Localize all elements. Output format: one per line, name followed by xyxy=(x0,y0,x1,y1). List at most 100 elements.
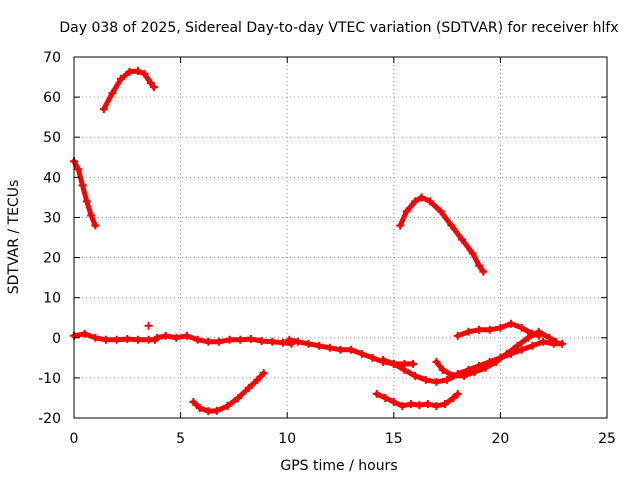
data-point xyxy=(193,335,202,344)
x-tick-label: 20 xyxy=(491,431,509,447)
data-point xyxy=(204,337,213,346)
data-point xyxy=(415,401,424,410)
data-point xyxy=(125,67,134,76)
data-point xyxy=(421,375,430,384)
series-arc-1 xyxy=(99,67,158,114)
grid xyxy=(74,57,607,418)
y-axis-label: SDTVAR / TECUs xyxy=(6,180,22,295)
series-arc-3 xyxy=(396,193,488,276)
data-point xyxy=(528,329,537,338)
data-point xyxy=(453,331,462,340)
data-point xyxy=(411,197,420,206)
data-point xyxy=(257,336,266,345)
data-point xyxy=(347,345,356,354)
data-point xyxy=(447,221,456,230)
series-line xyxy=(101,68,157,112)
data-point xyxy=(91,333,100,342)
data-point xyxy=(259,369,268,378)
data-point xyxy=(496,323,505,332)
data-point xyxy=(285,335,294,344)
data-point xyxy=(396,221,405,230)
data-point xyxy=(149,83,158,92)
data-point xyxy=(443,375,452,384)
series-arc-12 xyxy=(372,389,462,410)
data-point xyxy=(432,357,441,366)
data-point xyxy=(458,235,467,244)
data-point xyxy=(101,335,110,344)
data-point xyxy=(246,334,255,343)
x-ticks: 0 5 10 15 20 25 xyxy=(70,57,616,447)
data-point xyxy=(108,89,117,98)
data-point xyxy=(475,325,484,334)
data-point xyxy=(408,359,417,368)
data-point xyxy=(78,181,87,190)
data-point xyxy=(74,165,83,174)
data-point xyxy=(379,355,388,364)
data-point xyxy=(400,365,409,374)
series-arc-4 xyxy=(70,329,160,344)
y-tick-label: 70 xyxy=(43,50,61,66)
data-point xyxy=(336,345,345,354)
data-point xyxy=(479,267,488,276)
y-tick-label: 0 xyxy=(52,331,61,347)
data-point xyxy=(223,401,232,410)
data-point xyxy=(253,375,262,384)
data-point xyxy=(182,331,191,340)
data-point xyxy=(195,403,204,412)
y-tick-label: 30 xyxy=(43,210,61,226)
data-point xyxy=(212,406,221,415)
data-point xyxy=(87,211,96,220)
data-point xyxy=(80,329,89,338)
data-point xyxy=(534,331,543,340)
data-point xyxy=(558,339,567,348)
data-point xyxy=(389,359,398,368)
data-point xyxy=(225,335,234,344)
data-point xyxy=(236,335,245,344)
y-ticks: -20 -10 0 10 20 30 40 50 60 70 xyxy=(38,50,607,427)
data-point xyxy=(417,193,426,202)
data-point xyxy=(485,325,494,334)
data-point xyxy=(432,377,441,386)
data-point xyxy=(82,197,91,206)
data-point xyxy=(146,79,155,88)
data-point xyxy=(402,207,411,216)
data-point xyxy=(389,397,398,406)
data-point xyxy=(204,407,213,416)
data-point xyxy=(411,371,420,380)
data-point xyxy=(278,338,287,347)
y-tick-label: 40 xyxy=(43,170,61,186)
series-line xyxy=(455,321,542,339)
data-point xyxy=(99,105,108,114)
data-point xyxy=(398,401,407,410)
data-point xyxy=(545,333,554,342)
data-point xyxy=(517,323,526,332)
data-series xyxy=(70,67,567,416)
y-tick-label: -20 xyxy=(38,411,61,427)
data-point xyxy=(453,389,462,398)
data-point xyxy=(112,335,121,344)
data-point xyxy=(539,337,548,346)
data-point xyxy=(440,399,449,408)
data-point xyxy=(172,333,181,342)
data-point xyxy=(315,341,324,350)
series-arc-6 xyxy=(153,331,296,348)
series-arc-5 xyxy=(144,321,153,330)
data-point xyxy=(468,249,477,258)
x-tick-label: 0 xyxy=(70,431,79,447)
data-point xyxy=(492,357,501,366)
chart-title: Day 038 of 2025, Sidereal Day-to-day VTE… xyxy=(59,20,618,36)
data-point xyxy=(423,399,432,408)
data-point xyxy=(432,401,441,410)
data-point xyxy=(368,353,377,362)
data-point xyxy=(234,393,243,402)
y-tick-label: 20 xyxy=(43,251,61,267)
data-point xyxy=(502,349,511,358)
x-axis-label: GPS time / hours xyxy=(280,458,397,474)
data-point xyxy=(116,75,125,84)
data-point xyxy=(189,397,198,406)
series-line xyxy=(397,194,486,275)
data-point xyxy=(438,365,447,374)
data-point xyxy=(144,321,153,330)
data-point xyxy=(244,383,253,392)
data-point xyxy=(551,337,560,346)
